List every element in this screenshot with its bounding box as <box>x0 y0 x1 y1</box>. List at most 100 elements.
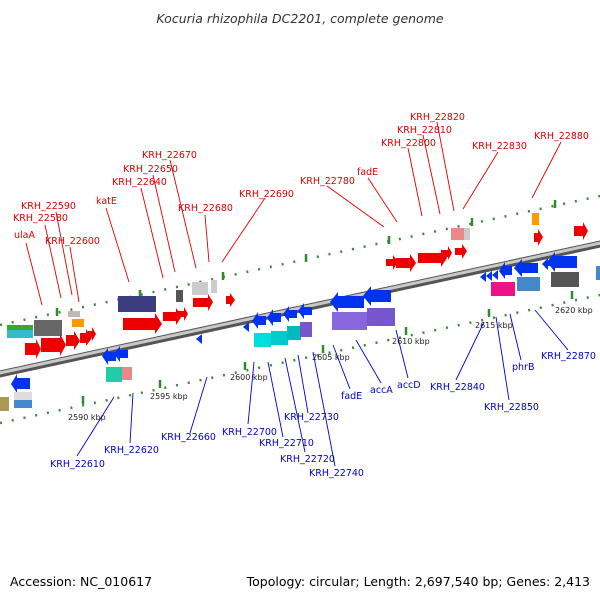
gene-arrow[interactable] <box>298 303 312 319</box>
gene-box[interactable] <box>0 397 9 411</box>
gene-box[interactable] <box>517 277 540 291</box>
gene-box[interactable] <box>596 266 600 280</box>
gene-arrow[interactable] <box>514 259 538 277</box>
gene-label[interactable]: KRH_22800 <box>381 138 436 149</box>
gene-label[interactable]: KRH_22830 <box>472 141 527 152</box>
gene-arrow[interactable] <box>441 246 452 260</box>
gene-label[interactable]: KRH_22720 <box>280 454 335 465</box>
gene-arrow[interactable] <box>196 334 202 344</box>
gene-label[interactable]: KRH_22580 <box>13 213 68 224</box>
gene-arrow[interactable] <box>252 312 266 329</box>
gene-arrow[interactable] <box>330 292 364 312</box>
gene-label[interactable]: KRH_22880 <box>534 131 589 142</box>
gene-label[interactable]: KRH_22820 <box>410 112 465 123</box>
gene-arrow[interactable] <box>178 307 188 321</box>
gene-arrow[interactable] <box>123 313 162 334</box>
gene-box[interactable] <box>211 280 217 293</box>
gene-label[interactable]: accD <box>397 380 421 391</box>
gene-box[interactable] <box>491 282 515 296</box>
gene-label[interactable]: KRH_22600 <box>45 236 100 247</box>
gene-label[interactable]: KRH_22740 <box>309 468 364 479</box>
scale-label: 2595 kbp <box>150 392 188 401</box>
gene-box[interactable] <box>532 213 539 225</box>
gene-arrow[interactable] <box>363 286 391 306</box>
gene-arrow[interactable] <box>267 309 281 326</box>
gene-arrow[interactable] <box>499 262 512 279</box>
gene-label[interactable]: ulaA <box>14 230 35 241</box>
gene-box[interactable] <box>271 331 288 345</box>
gene-label[interactable]: KRH_22680 <box>178 203 233 214</box>
gene-arrow[interactable] <box>547 252 577 272</box>
gene-label[interactable]: KRH_22690 <box>239 189 294 200</box>
gene-arrow[interactable] <box>102 348 116 365</box>
gene-box[interactable] <box>72 319 84 327</box>
gene-label[interactable]: accA <box>370 385 393 396</box>
gene-box[interactable] <box>287 326 301 340</box>
gene-arrow[interactable] <box>226 293 235 307</box>
gene-box[interactable] <box>68 311 80 317</box>
gene-label[interactable]: fadE <box>341 391 362 402</box>
gene-label[interactable]: KRH_22650 <box>123 164 178 175</box>
gene-label[interactable]: KRH_22810 <box>397 125 452 136</box>
gene-label[interactable]: KRH_22640 <box>112 177 167 188</box>
gene-box[interactable] <box>7 330 33 338</box>
gene-arrow[interactable] <box>88 327 96 341</box>
gene-box[interactable] <box>451 228 464 240</box>
gene-arrow[interactable] <box>396 254 416 272</box>
gene-label[interactable]: KRH_22710 <box>259 438 314 449</box>
scale-label: 2615 kbp <box>475 321 513 330</box>
gene-label[interactable]: phrB <box>512 362 534 373</box>
gene-box[interactable] <box>367 308 395 326</box>
gene-box[interactable] <box>254 333 271 347</box>
gene-box[interactable] <box>14 400 32 408</box>
gene-arrow[interactable] <box>243 322 249 332</box>
gene-label[interactable]: katE <box>96 196 117 207</box>
gene-arrow[interactable] <box>386 255 398 270</box>
gene-label[interactable]: KRH_22870 <box>541 351 596 362</box>
gene-arrow[interactable] <box>542 258 554 270</box>
gene-arrow[interactable] <box>25 339 41 359</box>
gene-arrow[interactable] <box>193 294 213 311</box>
gene-arrow[interactable] <box>11 374 30 393</box>
gene-box[interactable] <box>332 312 367 330</box>
gene-label[interactable]: KRH_22840 <box>430 382 485 393</box>
gene-label[interactable]: KRH_22700 <box>222 427 277 438</box>
gene-arrow[interactable] <box>534 229 543 246</box>
gene-arrow[interactable] <box>80 329 92 346</box>
gene-arrow[interactable] <box>114 346 128 362</box>
gene-box[interactable] <box>122 367 132 380</box>
gene-label[interactable]: KRH_22780 <box>300 176 355 187</box>
scale-labels: 2590 kbp 2595 kbp 2600 kbp 2605 kbp 2610… <box>68 306 593 422</box>
gene-label[interactable]: KRH_22730 <box>284 412 339 423</box>
gene-arrow[interactable] <box>66 331 80 350</box>
gene-arrow[interactable] <box>480 272 486 282</box>
gene-box[interactable] <box>14 392 32 401</box>
gene-label[interactable]: KRH_22670 <box>142 150 197 161</box>
gene-label[interactable]: fadE <box>357 167 378 178</box>
gene-box[interactable] <box>551 272 579 287</box>
gene-arrow[interactable] <box>283 306 297 322</box>
gene-arrow[interactable] <box>492 270 498 280</box>
gene-arrow[interactable] <box>574 222 588 240</box>
scale-label: 2600 kbp <box>230 373 268 382</box>
scale-label: 2610 kbp <box>392 337 430 346</box>
gene-arrow[interactable] <box>41 334 66 356</box>
gene-arrow[interactable] <box>163 308 182 325</box>
gene-box[interactable] <box>300 322 312 337</box>
gene-box[interactable] <box>464 228 470 240</box>
gene-arrow[interactable] <box>455 244 467 259</box>
gene-box[interactable] <box>176 290 183 302</box>
gene-label[interactable]: KRH_22610 <box>50 459 105 470</box>
gene-arrow[interactable] <box>486 271 492 281</box>
gene-label[interactable]: KRH_22620 <box>104 445 159 456</box>
gene-label[interactable]: KRH_22590 <box>21 201 76 212</box>
reverse-leader-lines <box>76 309 569 467</box>
gene-box[interactable] <box>118 296 156 312</box>
gene-label[interactable]: KRH_22660 <box>161 432 216 443</box>
gene-box[interactable] <box>106 367 122 382</box>
gene-arrow[interactable] <box>418 249 447 267</box>
gene-box[interactable] <box>192 282 208 295</box>
gene-label[interactable]: KRH_22850 <box>484 402 539 413</box>
gene-box[interactable] <box>34 320 62 336</box>
